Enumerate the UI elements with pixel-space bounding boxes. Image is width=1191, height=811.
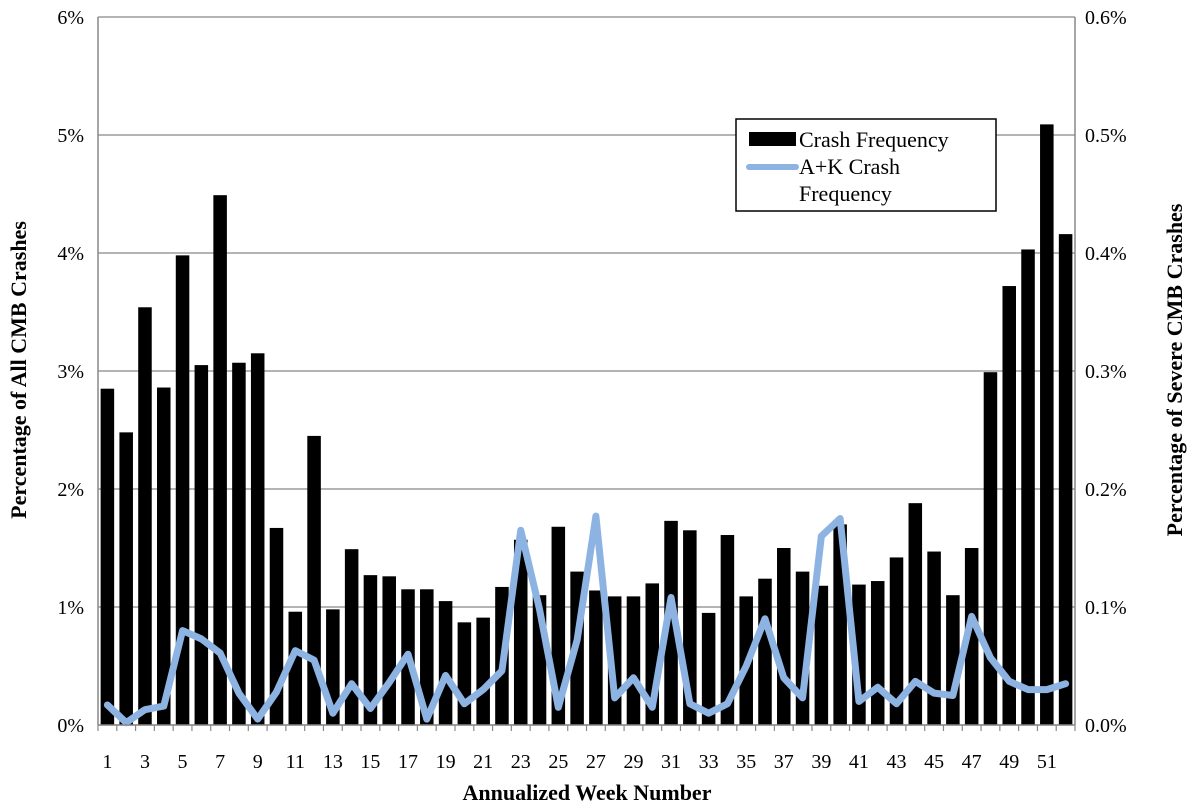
x-tick-label: 3 [140,751,150,773]
bar [138,307,152,725]
y-axis-left-ticks: 0% 1% 2% 3% 4% 5% 6% [57,7,84,737]
legend-label-ak-line-1: A+K Crash [799,154,900,179]
bar [288,611,303,725]
y-tick-label: 3% [57,361,84,383]
bar [946,595,960,725]
bar [1040,124,1054,725]
bar [814,585,829,725]
bar [156,387,171,725]
bar [194,365,209,725]
bar [420,589,434,725]
bar [100,388,115,725]
x-tick-label: 39 [811,751,831,773]
x-tick-label: 21 [473,751,493,773]
y-tick-label: 4% [57,243,84,265]
x-tick-label: 25 [548,751,568,773]
y2-tick-label: 0.6% [1085,7,1127,29]
bar [889,557,904,725]
x-tick-label: 51 [1037,751,1057,773]
y-tick-label: 1% [57,597,84,619]
bar [382,576,396,725]
x-axis-title: Annualized Week Number [463,780,712,805]
y-tick-label: 6% [57,7,84,29]
bar [363,575,378,725]
x-tick-label: 15 [360,751,380,773]
y2-tick-label: 0.4% [1085,243,1127,265]
legend-swatch-crash-frequency [749,132,796,146]
bar [701,612,716,725]
bar [344,549,359,725]
bar [908,503,923,725]
bar [175,255,190,726]
bar [269,527,284,725]
y-tick-label: 0% [57,715,84,737]
y2-tick-label: 0.3% [1085,361,1127,383]
axes [97,17,1076,731]
legend-label-ak-crash-frequency: A+K Crash Frequency [799,154,906,206]
bar [720,535,735,725]
bar [213,195,227,725]
x-tick-label: 7 [215,751,225,773]
bar [307,435,321,725]
legend-label-crash-frequency: Crash Frequency [799,127,949,152]
x-tick-label: 1 [102,751,112,773]
y2-tick-label: 0.2% [1085,479,1127,501]
x-tick-label: 47 [962,751,982,773]
bar [777,548,791,725]
x-tick-label: 31 [661,751,681,773]
x-tick-label: 49 [999,751,1019,773]
legend: Crash Frequency A+K Crash Frequency [735,118,997,212]
bar [870,581,885,725]
bar [513,539,528,725]
y2-tick-label: 0.5% [1085,125,1127,147]
x-tick-label: 41 [849,751,869,773]
x-tick-label: 17 [398,751,418,773]
x-tick-label: 19 [436,751,456,773]
x-tick-label: 33 [699,751,719,773]
y-tick-label: 2% [57,479,84,501]
y-axis-left-title: Percentage of All CMB Crashes [6,221,31,519]
x-tick-label: 23 [511,751,531,773]
bar [1021,249,1035,725]
bar [758,578,772,725]
x-tick-label: 11 [286,751,305,773]
x-tick-label: 37 [774,751,794,773]
bar [626,596,641,725]
bar [438,601,453,725]
bar [983,372,998,725]
x-axis-ticks: 1 3 5 7 9 11 13 15 17 19 21 23 25 27 29 31 33 35 37 39 41 43 4… [102,751,1056,773]
x-tick-label: 9 [253,751,263,773]
bar [964,548,979,725]
bar [664,520,678,725]
bar [457,622,472,725]
line-path [103,512,1070,727]
x-tick-label: 27 [586,751,606,773]
legend-label-ak-line-2: Frequency [799,181,892,206]
y2-tick-label: 0.0% [1085,715,1127,737]
bar [1058,234,1073,725]
y2-tick-label: 0.1% [1085,597,1127,619]
bar [927,551,941,725]
bar [119,432,133,725]
bar [232,362,246,725]
x-tick-label: 35 [736,751,756,773]
bar [476,617,490,725]
y-axis-right-ticks: 0.0% 0.1% 0.2% 0.3% 0.4% 0.5% 0.6% [1085,7,1127,737]
y-tick-label: 5% [57,125,84,147]
x-tick-label: 43 [887,751,907,773]
x-tick-label: 5 [178,751,188,773]
bar [250,353,265,725]
bar [1002,286,1017,725]
bar [589,590,603,725]
line-series-ak-crash-frequency [103,512,1070,727]
y-axis-right-title: Percentage of Severe CMB Crashes [1162,203,1187,536]
x-tick-label: 13 [323,751,343,773]
x-tick-label: 29 [623,751,643,773]
x-tick-label: 45 [924,751,944,773]
bar-series-crash-frequency [100,124,1073,726]
